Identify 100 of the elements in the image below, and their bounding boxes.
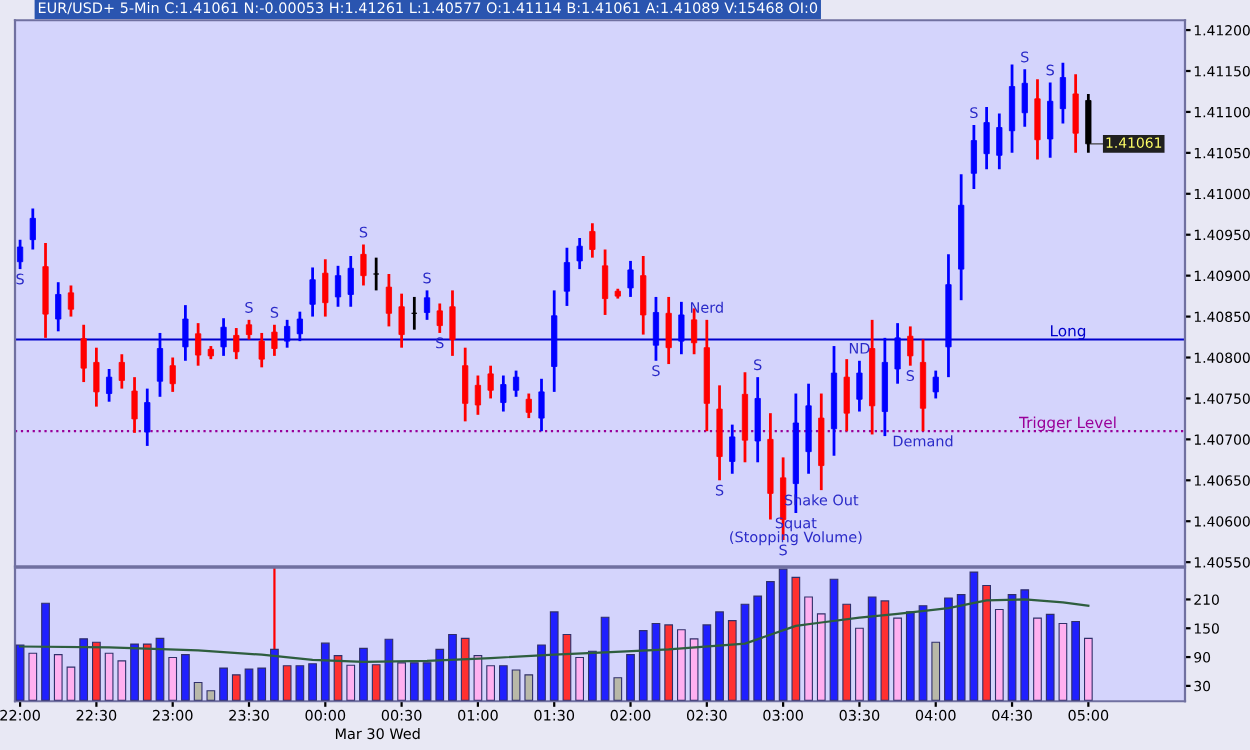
candlestick [500, 374, 507, 413]
bar [816, 613, 826, 701]
candlestick [856, 359, 863, 413]
candlestick [1059, 61, 1066, 125]
candlestick [42, 241, 49, 340]
candlestick [131, 375, 138, 435]
bar [130, 643, 139, 701]
candlestick [258, 331, 265, 369]
bar [905, 611, 915, 701]
candlestick [665, 295, 672, 366]
candlestick [271, 323, 278, 358]
candlestick [716, 383, 723, 482]
bar [931, 641, 941, 701]
bar [219, 667, 228, 701]
candlestick [576, 236, 583, 271]
candlestick [1047, 81, 1054, 160]
bar [893, 617, 902, 701]
candlestick [144, 387, 151, 448]
candlestick [118, 352, 125, 391]
bar [982, 584, 991, 701]
bar [257, 667, 267, 701]
bar [320, 642, 330, 701]
candlestick [754, 375, 761, 464]
bar [448, 633, 457, 701]
bar [244, 668, 254, 701]
candlestick [436, 302, 443, 335]
bar [359, 647, 368, 701]
candlestick [1008, 63, 1016, 155]
candlestick [182, 303, 189, 363]
candlestick [322, 257, 329, 318]
candlestick [729, 423, 736, 476]
bar [575, 656, 585, 701]
candlestick [156, 331, 164, 399]
bar [677, 629, 686, 701]
bar [715, 611, 724, 701]
candlestick [474, 374, 481, 417]
candlestick [347, 254, 354, 309]
bar [498, 665, 508, 701]
candlestick [462, 346, 469, 423]
bar [168, 656, 178, 701]
bar [918, 605, 928, 701]
candlestick [996, 112, 1003, 171]
bar [855, 627, 864, 701]
candlestick [640, 254, 647, 336]
candlestick [233, 326, 240, 361]
candlestick [93, 346, 100, 409]
bar [142, 643, 152, 701]
candlestick [220, 316, 227, 358]
candlestick [487, 364, 494, 400]
candlestick [983, 105, 990, 171]
candlestick [1072, 72, 1079, 155]
candlestick [652, 295, 660, 363]
candlestick [360, 243, 367, 287]
candlestick [423, 288, 431, 322]
bar [587, 650, 597, 701]
candlestick [538, 377, 545, 433]
candlestick [296, 310, 303, 343]
candlestick [894, 321, 901, 386]
candlestick [1085, 92, 1092, 155]
bar [181, 654, 190, 701]
bar [486, 665, 496, 701]
candlestick [80, 323, 87, 384]
candlestick [843, 357, 850, 433]
bar [664, 624, 674, 701]
candlestick [29, 207, 36, 251]
bar [753, 595, 763, 701]
bar [626, 654, 635, 701]
bar [537, 644, 546, 701]
candlestick [563, 246, 571, 308]
bar [1071, 620, 1081, 701]
candlestick [818, 392, 825, 492]
bar [270, 648, 279, 701]
candlestick [334, 264, 342, 309]
candlestick [55, 280, 62, 333]
bar [397, 662, 406, 701]
bar [79, 638, 89, 701]
candlestick [970, 123, 977, 191]
candlestick [525, 392, 532, 420]
candlestick [373, 256, 380, 292]
candlestick [602, 248, 609, 317]
candlestick [589, 221, 596, 260]
candlestick [169, 356, 176, 394]
candlestick [398, 292, 405, 350]
bar [727, 620, 737, 701]
bar [1083, 637, 1093, 701]
bar [346, 664, 356, 701]
bar [766, 581, 775, 701]
candlestick [512, 369, 520, 399]
bar [829, 578, 839, 701]
bar [308, 663, 317, 701]
candlestick [284, 318, 291, 350]
bar [231, 674, 241, 701]
candlestick [932, 369, 939, 400]
bar [92, 641, 101, 701]
bar [994, 608, 1004, 701]
candlestick [627, 259, 634, 299]
candlestick [309, 266, 316, 318]
candlestick [907, 325, 914, 368]
bar [842, 603, 852, 701]
candlestick [741, 370, 749, 464]
